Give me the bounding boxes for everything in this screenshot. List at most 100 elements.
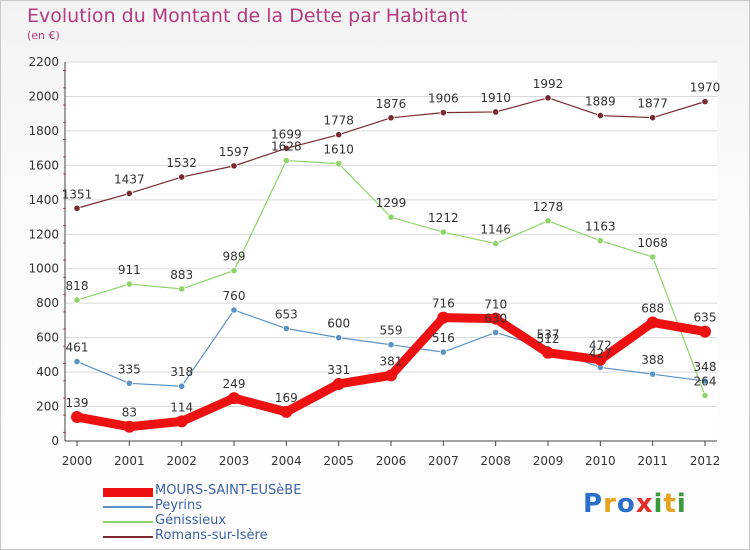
- x-tick-label: 2005: [323, 454, 354, 468]
- data-point: [178, 285, 186, 293]
- data-point: [596, 111, 604, 120]
- legend-swatch: [103, 488, 153, 497]
- logo-letter: P: [583, 489, 604, 519]
- data-label: 388: [641, 353, 664, 367]
- data-point: [701, 98, 709, 106]
- x-tick-label: 2000: [62, 454, 93, 468]
- data-label: 760: [223, 289, 246, 303]
- data-point: [335, 131, 343, 139]
- data-label: 1992: [533, 77, 564, 91]
- data-label: 427: [589, 346, 612, 360]
- legend-label: Peyrins: [155, 498, 203, 513]
- data-label: 318: [170, 365, 193, 379]
- data-label: 1597: [219, 145, 250, 159]
- data-label: 264: [694, 375, 717, 389]
- data-point: [335, 334, 343, 342]
- data-point: [73, 204, 81, 212]
- data-point: [544, 94, 552, 102]
- data-label: 1437: [114, 172, 145, 186]
- data-label: 512: [537, 332, 560, 346]
- logo-letter: x: [635, 489, 654, 519]
- data-label: 1532: [166, 156, 197, 170]
- x-tick-label: 2003: [219, 454, 250, 468]
- data-point: [492, 328, 500, 337]
- logo-letter: i: [676, 489, 687, 519]
- data-point: [71, 411, 83, 424]
- data-point: [492, 239, 500, 248]
- data-point: [385, 369, 397, 382]
- data-label: 472: [589, 339, 612, 353]
- data-label: 537: [537, 327, 560, 341]
- data-point: [178, 382, 186, 390]
- data-label: 461: [66, 341, 89, 355]
- y-tick-label: 1600: [28, 158, 59, 172]
- data-point: [280, 405, 293, 418]
- data-label: 83: [122, 406, 137, 420]
- data-label: 1163: [585, 220, 616, 234]
- y-tick-label: 1000: [28, 262, 59, 276]
- data-label: 911: [118, 263, 141, 277]
- data-point: [125, 280, 133, 288]
- y-tick-label: 2000: [28, 89, 59, 103]
- x-tick-label: 2002: [166, 454, 197, 468]
- data-point: [646, 316, 659, 329]
- legend-swatch: [103, 521, 153, 523]
- data-point: [701, 377, 709, 385]
- data-point: [332, 377, 345, 390]
- x-tick-label: 2009: [533, 454, 564, 468]
- data-point: [282, 324, 290, 333]
- data-point: [125, 379, 133, 387]
- x-tick-label: 2004: [271, 454, 302, 468]
- data-label: 630: [484, 311, 507, 325]
- x-tick-label: 2006: [376, 454, 407, 468]
- legend-label: MOURS-SAINT-EUSèBE: [155, 483, 302, 498]
- chart-title: Evolution du Montant de la Dette par Hab…: [27, 5, 468, 27]
- data-label: 600: [327, 317, 350, 331]
- data-point: [649, 253, 657, 261]
- data-label: 169: [275, 391, 298, 405]
- y-tick-label: 1200: [28, 227, 59, 241]
- data-point: [387, 213, 395, 221]
- data-label: 1278: [533, 200, 564, 214]
- data-label: 139: [66, 396, 89, 410]
- data-label: 114: [170, 400, 193, 414]
- y-tick-label: 2200: [28, 55, 59, 69]
- data-point: [175, 415, 188, 428]
- y-tick-label: 600: [36, 331, 59, 345]
- data-point: [439, 228, 447, 236]
- data-point: [73, 296, 81, 304]
- data-point: [228, 392, 240, 405]
- data-label: 710: [484, 298, 507, 312]
- data-label: 1877: [637, 97, 668, 111]
- data-label: 348: [694, 360, 717, 374]
- data-label: 1351: [62, 187, 93, 201]
- data-point: [542, 346, 554, 359]
- data-point: [230, 267, 238, 275]
- data-label: 1910: [480, 91, 511, 105]
- data-label: 1889: [585, 95, 616, 109]
- data-point: [282, 144, 290, 152]
- legend-label: Romans-sur-Isère: [155, 528, 268, 543]
- data-label: 1212: [428, 211, 459, 225]
- y-tick-label: 1800: [28, 124, 59, 138]
- data-label: 653: [275, 308, 298, 322]
- data-label: 688: [641, 301, 664, 315]
- data-point: [699, 325, 711, 338]
- data-label: 716: [432, 297, 455, 311]
- data-label: 1778: [323, 114, 354, 128]
- x-tick-label: 2011: [637, 454, 668, 468]
- legend-swatch: [103, 536, 153, 538]
- data-point: [230, 162, 238, 170]
- data-point: [125, 189, 133, 198]
- data-label: 1970: [690, 81, 721, 95]
- x-tick-label: 2012: [690, 454, 721, 468]
- data-label: 331: [327, 363, 350, 377]
- legend-swatch: [103, 506, 153, 508]
- data-point: [544, 217, 552, 225]
- data-label: 1906: [428, 92, 459, 106]
- x-tick-label: 2008: [480, 454, 511, 468]
- data-point: [123, 420, 136, 433]
- logo-letter: t: [663, 489, 677, 519]
